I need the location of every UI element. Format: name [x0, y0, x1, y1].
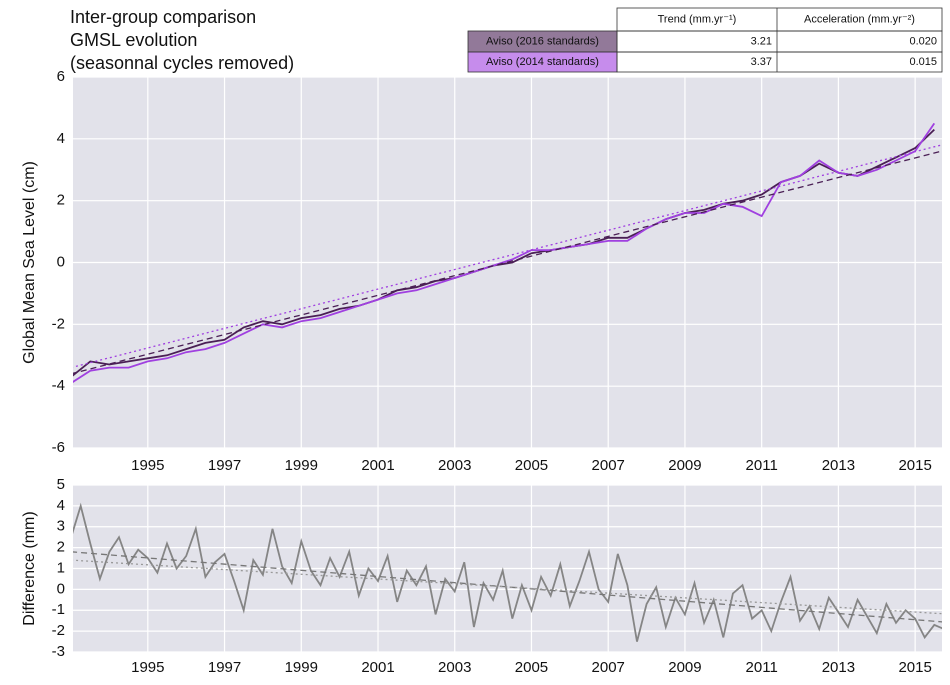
- y-tick-label: 1: [57, 559, 65, 576]
- y-tick-label: -2: [52, 315, 65, 332]
- x-tick-label: 2003: [438, 457, 471, 474]
- title-line: (seasonnal cycles removed): [70, 53, 294, 73]
- x-tick-label: 1999: [285, 457, 318, 474]
- series-line: [73, 502, 942, 642]
- x-tick-label: 2011: [746, 457, 778, 474]
- x-tick-label: 1999: [285, 659, 318, 676]
- y-tick-label: 2: [57, 539, 65, 556]
- table-row: [616, 51, 943, 73]
- y-tick-label: 0: [57, 253, 65, 270]
- y-tick-label: -3: [52, 643, 65, 660]
- trend-line: [73, 559, 942, 615]
- x-tick-label: 2007: [592, 457, 625, 474]
- trend-line: [73, 150, 942, 374]
- title-line: GMSL evolution: [70, 30, 197, 50]
- table-column-header: Acceleration (mm.yr⁻²): [804, 13, 915, 25]
- y-tick-label: -2: [52, 622, 65, 639]
- trend-line: [73, 551, 942, 623]
- table-cell: 0.015: [909, 56, 937, 68]
- table-row: [616, 30, 943, 53]
- table-cell: 3.37: [751, 56, 772, 68]
- series-line: [73, 122, 936, 383]
- x-tick-label: 2011: [746, 659, 778, 676]
- y-tick-label: -4: [52, 377, 65, 394]
- legend-label: Aviso (2016 standards): [486, 35, 599, 47]
- title-line: Inter-group comparison: [70, 7, 256, 27]
- x-tick-label: 2013: [822, 457, 855, 474]
- x-tick-label: 2013: [822, 659, 855, 676]
- x-tick-label: 1995: [131, 659, 164, 676]
- y-tick-label: 3: [57, 518, 65, 535]
- table-cell: 3.21: [751, 35, 772, 47]
- y-tick-label: 4: [57, 130, 65, 147]
- x-tick-label: 2015: [898, 659, 931, 676]
- y-tick-label: 4: [57, 497, 65, 514]
- x-tick-label: 2001: [361, 457, 394, 474]
- x-tick-label: 2005: [515, 457, 548, 474]
- x-tick-label: 1995: [131, 457, 164, 474]
- x-tick-label: 2003: [438, 659, 471, 676]
- y-tick-label: 5: [57, 476, 65, 493]
- x-tick-label: 2005: [515, 659, 548, 676]
- legend-label: Aviso (2014 standards): [486, 56, 599, 68]
- x-tick-label: 2001: [361, 659, 394, 676]
- y-tick-label: -6: [52, 439, 65, 456]
- y-axis-label: Global Mean Sea Level (cm): [21, 161, 38, 364]
- x-tick-label: 2009: [668, 659, 701, 676]
- table-cell: 0.020: [909, 35, 937, 47]
- x-tick-label: 2009: [668, 457, 701, 474]
- x-tick-label: 2015: [898, 457, 931, 474]
- y-axis-label: Difference (mm): [21, 511, 38, 625]
- table-column-header: Trend (mm.yr⁻¹): [658, 13, 737, 25]
- trend-line: [73, 144, 942, 368]
- y-tick-label: 6: [57, 68, 65, 85]
- x-tick-label: 1997: [208, 659, 241, 676]
- y-tick-label: 2: [57, 192, 65, 209]
- x-tick-label: 2007: [592, 659, 625, 676]
- y-tick-label: 0: [57, 580, 65, 597]
- x-tick-label: 1997: [208, 457, 241, 474]
- y-tick-label: -1: [52, 601, 65, 618]
